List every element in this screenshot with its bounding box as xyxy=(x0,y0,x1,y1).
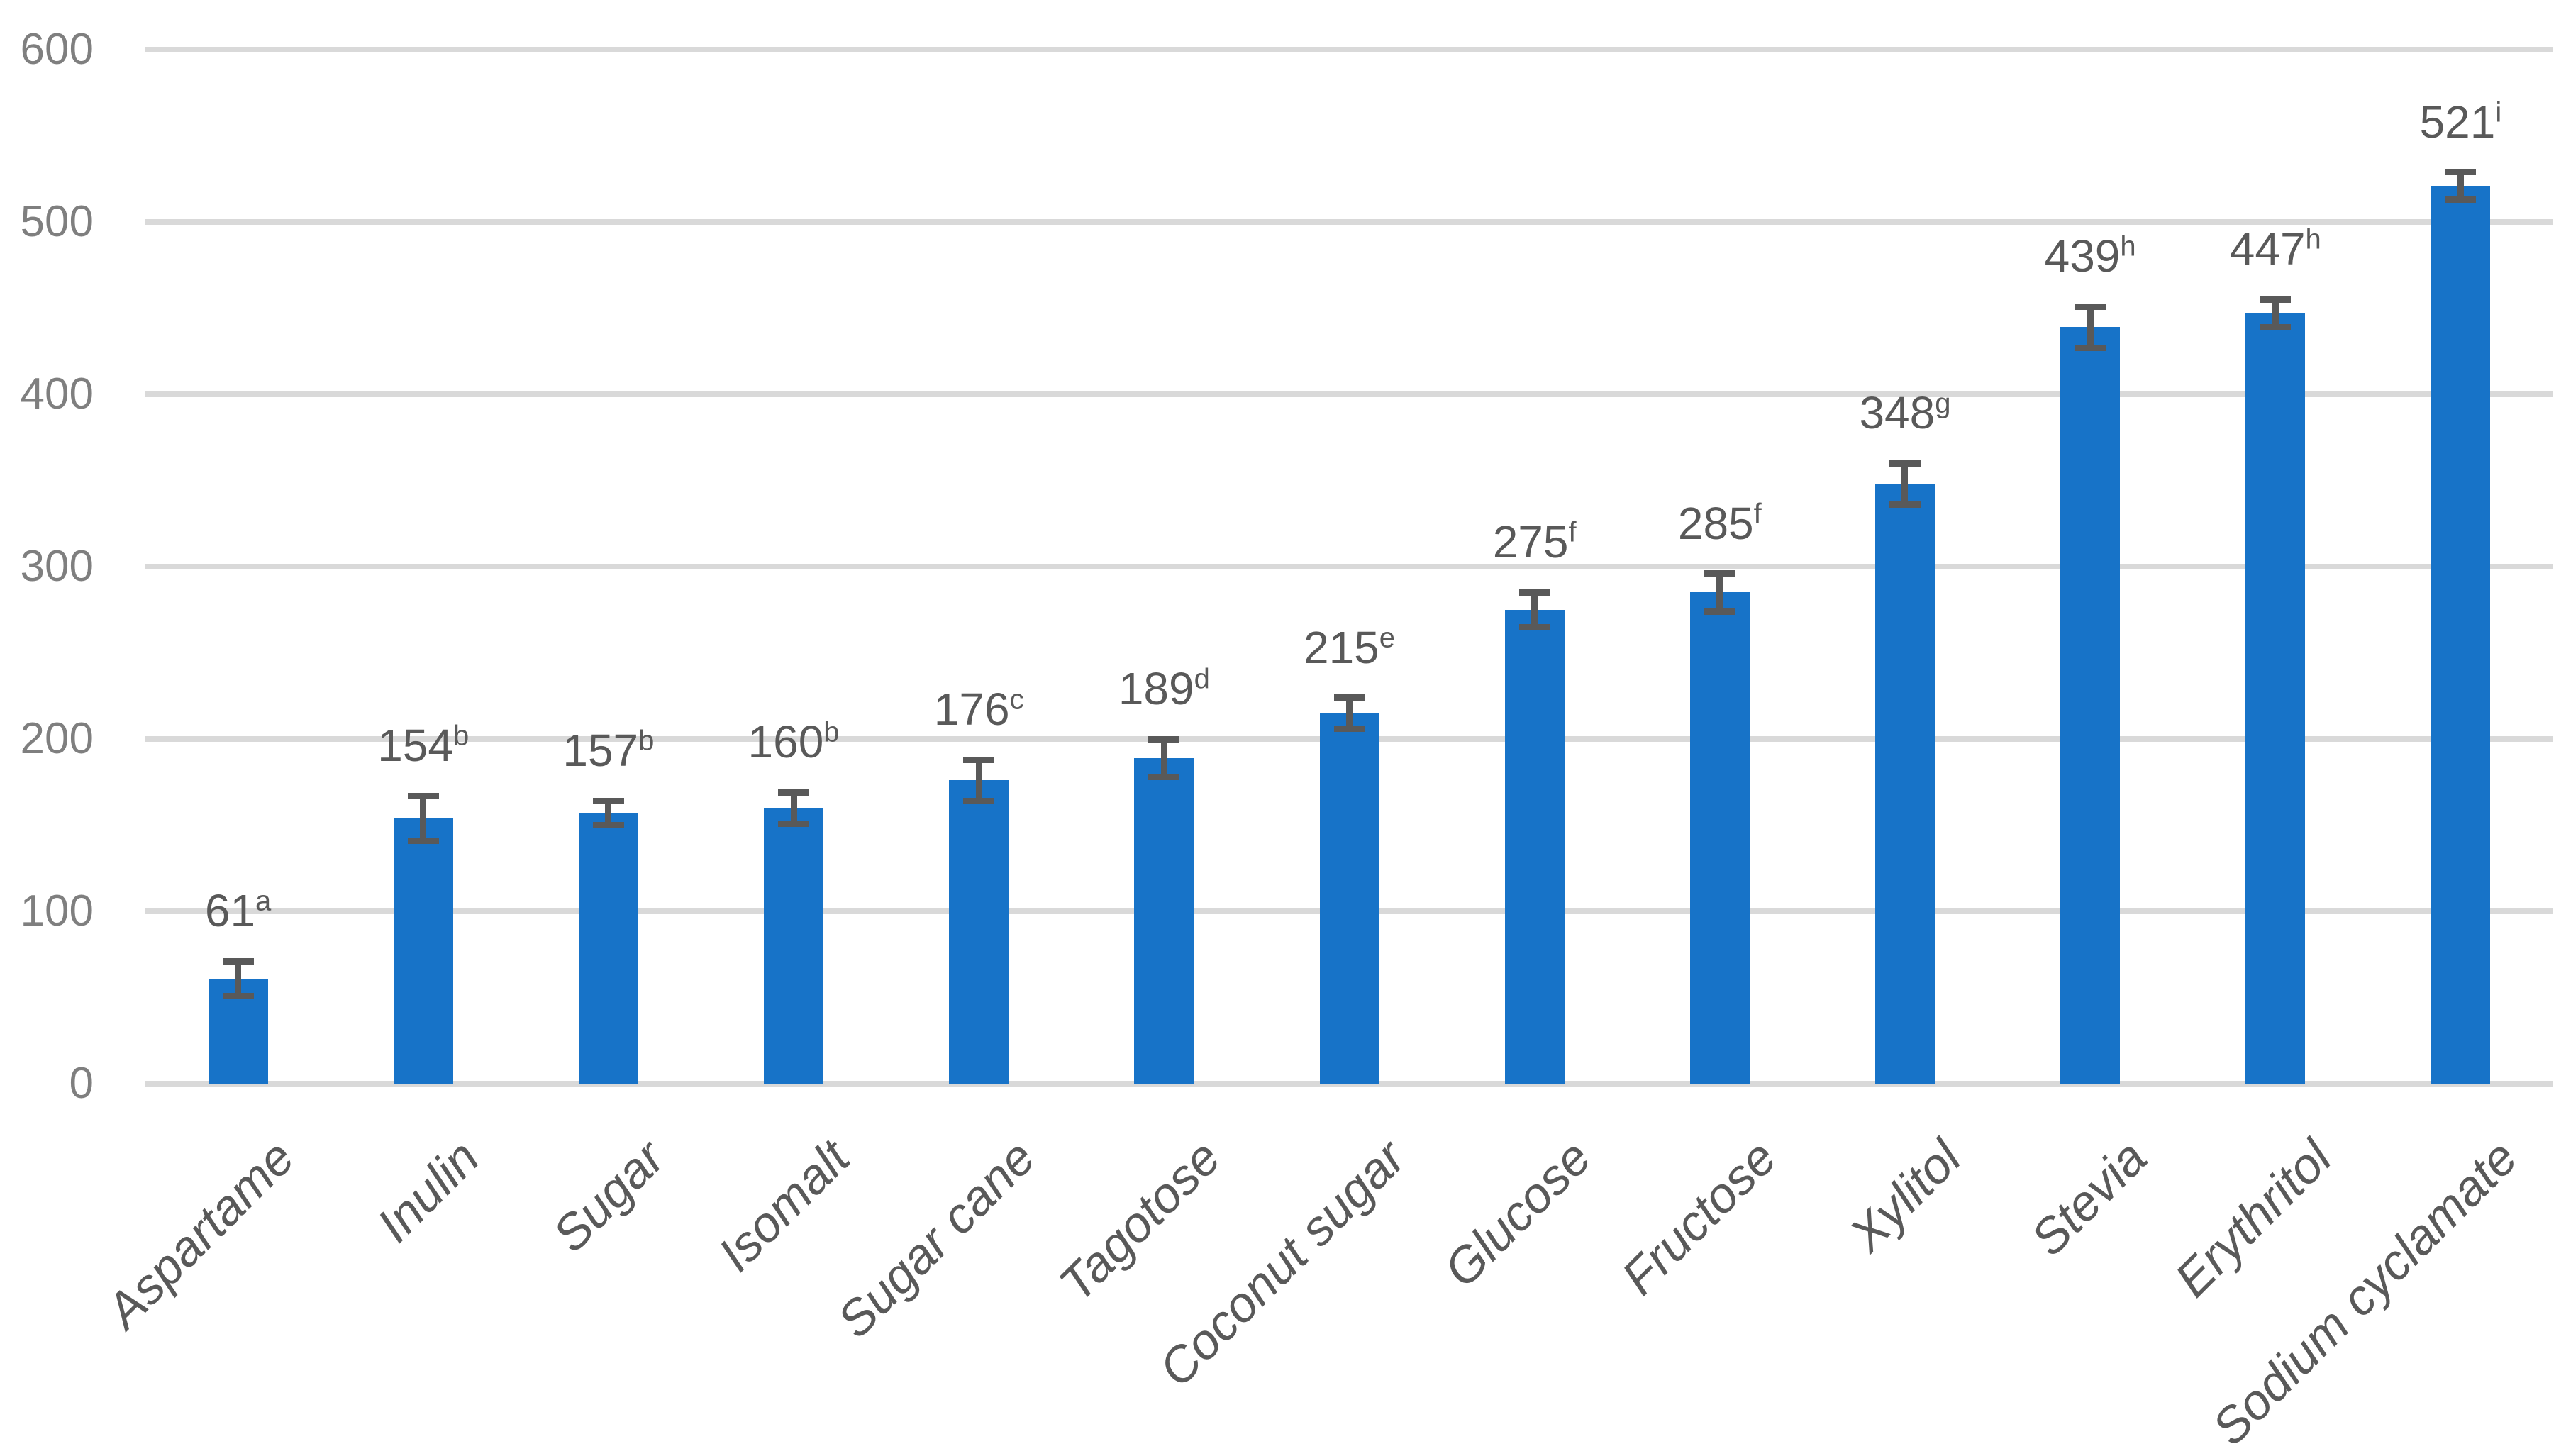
x-axis-tick-label: Inulin xyxy=(367,1129,490,1253)
bar xyxy=(2245,313,2306,1084)
data-label: 275f xyxy=(1492,516,1577,568)
error-bar-line xyxy=(975,760,982,801)
bar xyxy=(2060,327,2121,1084)
bar xyxy=(578,813,638,1084)
error-bar-line xyxy=(1531,592,1538,628)
bar xyxy=(1874,484,1935,1084)
error-bar-line xyxy=(1346,697,1353,729)
error-bar-cap xyxy=(1704,570,1735,577)
error-bar-cap xyxy=(407,792,439,799)
data-label: 154b xyxy=(377,720,470,772)
error-bar-cap xyxy=(2260,323,2292,330)
error-bar-cap xyxy=(2075,344,2106,351)
gridline xyxy=(145,218,2553,225)
error-bar-cap xyxy=(407,837,439,844)
error-bar-cap xyxy=(963,797,995,804)
y-axis-tick-label: 0 xyxy=(69,1059,94,1108)
y-axis-tick-label: 600 xyxy=(20,25,94,74)
gridline xyxy=(145,563,2553,569)
error-bar-cap xyxy=(2260,296,2292,303)
error-bar-line xyxy=(605,801,612,826)
data-label: 176c xyxy=(933,684,1024,735)
x-axis-tick-label: Sugar xyxy=(542,1129,675,1262)
y-axis-tick-label: 400 xyxy=(20,369,94,418)
data-label: 189d xyxy=(1118,663,1210,714)
x-axis-tick-label: Erythritol xyxy=(2164,1129,2343,1308)
error-bar-cap xyxy=(592,797,624,804)
data-label: 348g xyxy=(1859,387,1951,439)
bar xyxy=(1504,609,1565,1084)
bar xyxy=(764,808,824,1084)
x-axis-tick-label: Sodium cyclamate xyxy=(2201,1129,2528,1456)
error-bar-line xyxy=(1160,739,1167,777)
x-axis-tick-label: Tagotose xyxy=(1048,1129,1231,1312)
error-bar-line xyxy=(2272,299,2279,328)
bar xyxy=(2431,185,2491,1084)
error-bar-line xyxy=(1901,463,1909,505)
gridline xyxy=(145,46,2553,52)
error-bar-cap xyxy=(1333,725,1365,732)
error-bar-cap xyxy=(1889,501,1921,509)
x-axis-tick-label: Fructose xyxy=(1610,1129,1787,1306)
x-axis-tick-label: Stevia xyxy=(2020,1129,2157,1267)
x-axis-tick-label: Glucose xyxy=(1433,1129,1601,1298)
error-bar-cap xyxy=(222,957,254,965)
data-label: 521i xyxy=(2419,96,2502,148)
error-bar-cap xyxy=(1889,460,1921,467)
error-bar-cap xyxy=(778,820,810,827)
y-axis-tick-label: 100 xyxy=(20,887,94,935)
error-bar-cap xyxy=(592,822,624,828)
error-bar-line xyxy=(2087,306,2094,348)
error-bar-cap xyxy=(1148,735,1180,743)
error-bar-cap xyxy=(1518,623,1550,630)
data-label: 215e xyxy=(1303,621,1396,673)
x-axis-tick-label: Aspartame xyxy=(95,1129,305,1339)
error-bar-line xyxy=(790,792,797,824)
error-bar-cap xyxy=(2075,303,2106,310)
y-axis-tick-label: 500 xyxy=(20,197,94,246)
x-axis-tick-label: Sugar cane xyxy=(826,1129,1046,1349)
error-bar-line xyxy=(1716,573,1723,612)
error-bar-line xyxy=(420,796,427,841)
error-bar-cap xyxy=(1333,694,1365,701)
gridline xyxy=(145,391,2553,397)
error-bar-cap xyxy=(1704,608,1735,615)
error-bar-line xyxy=(235,961,242,996)
error-bar-cap xyxy=(222,992,254,999)
data-label: 160b xyxy=(748,716,840,768)
error-bar-cap xyxy=(2445,196,2477,203)
data-label: 157b xyxy=(562,725,655,777)
error-bar-cap xyxy=(2445,169,2477,176)
bar xyxy=(393,818,453,1084)
error-bar-cap xyxy=(1518,589,1550,596)
y-axis-tick-label: 200 xyxy=(20,714,94,763)
x-axis-tick-label: Xylitol xyxy=(1838,1129,1972,1262)
x-axis-tick-label: Isomalt xyxy=(708,1129,860,1282)
y-axis-tick-label: 300 xyxy=(20,542,94,591)
error-bar-cap xyxy=(963,756,995,763)
data-label: 439h xyxy=(2044,230,2136,282)
bar xyxy=(1689,592,1750,1084)
bar xyxy=(949,780,1009,1084)
data-label: 447h xyxy=(2229,223,2321,275)
bar xyxy=(1134,757,1194,1084)
error-bar-line xyxy=(2457,172,2464,200)
bar xyxy=(1319,713,1379,1084)
error-bar-cap xyxy=(1148,773,1180,780)
error-bar-cap xyxy=(778,789,810,796)
data-label: 61a xyxy=(204,885,272,937)
data-label: 285f xyxy=(1677,497,1762,549)
